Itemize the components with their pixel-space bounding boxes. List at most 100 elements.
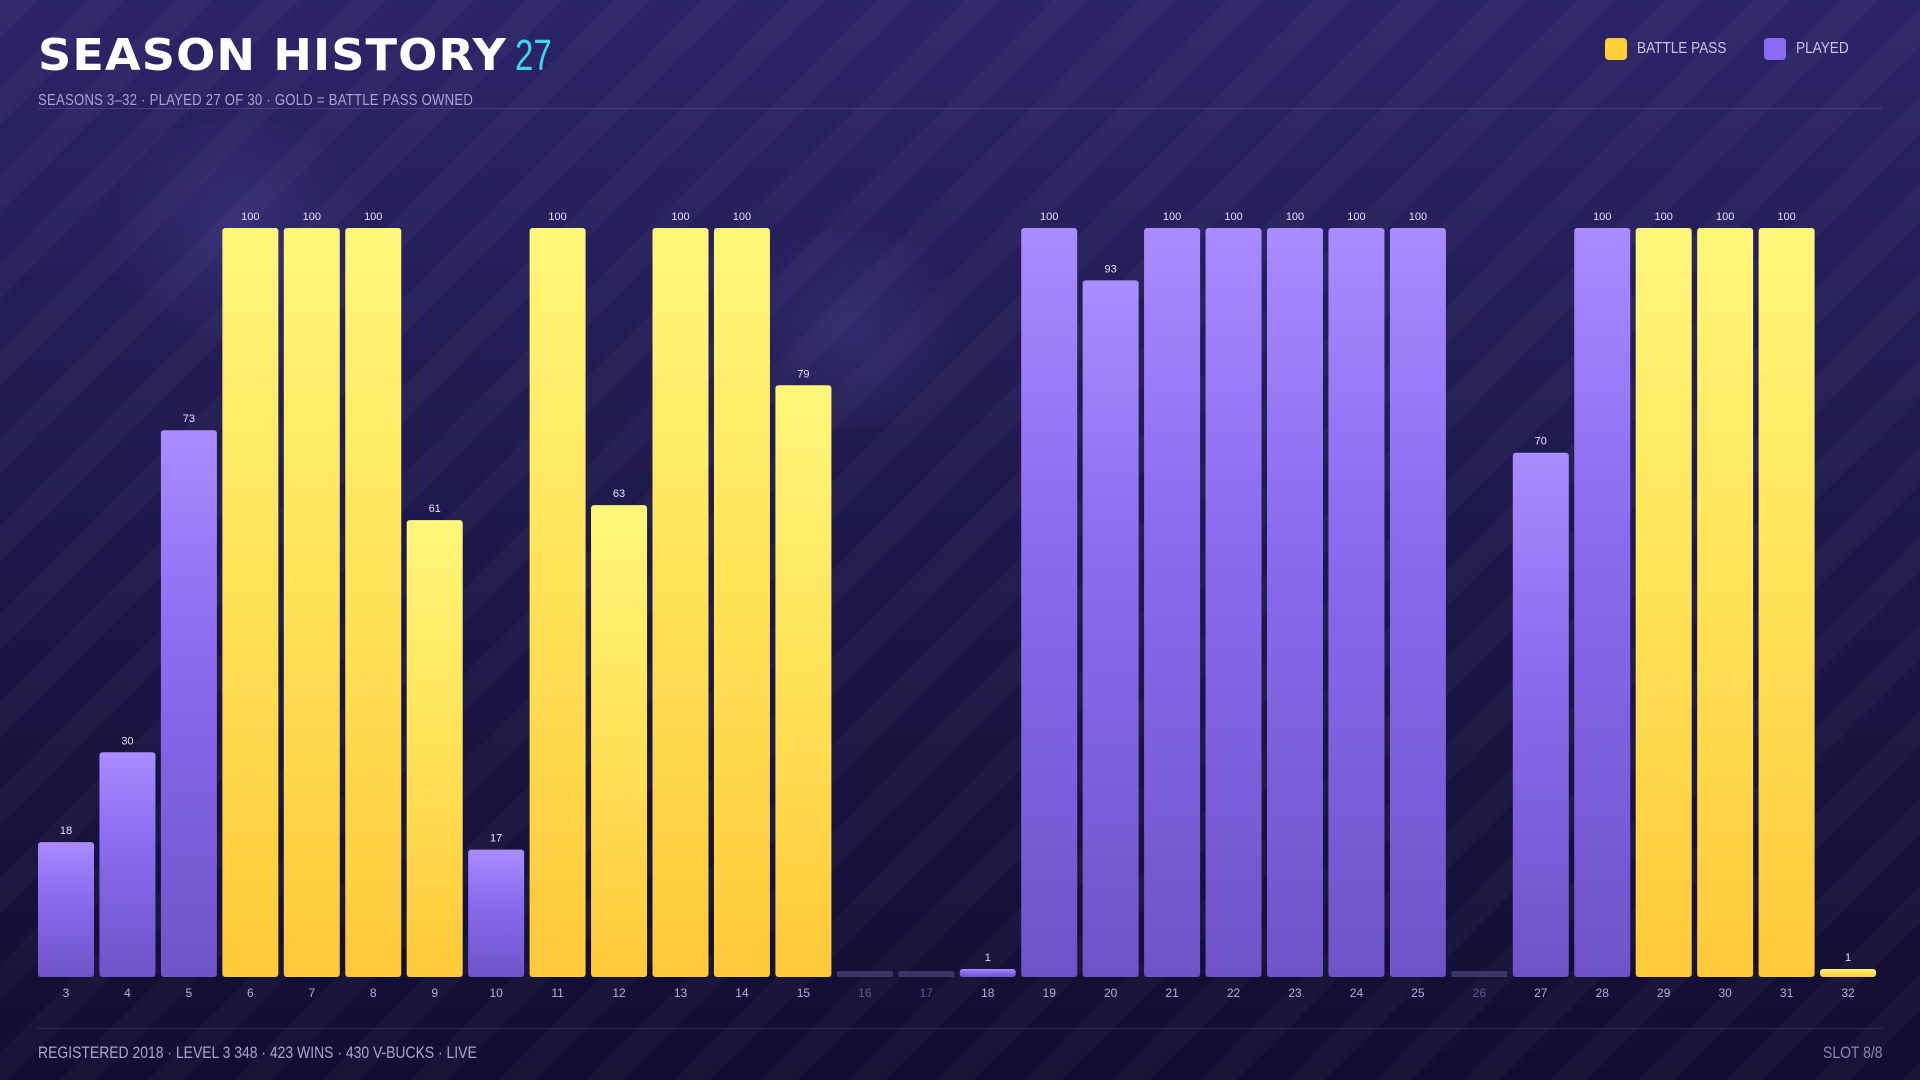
bar-value-label: 93 [1105, 263, 1117, 275]
x-tick-label: 19 [1043, 986, 1057, 1000]
bar-value-label: 100 [1409, 211, 1427, 223]
x-tick-label: 8 [370, 986, 377, 1000]
bar-value-label: 100 [1347, 211, 1365, 223]
bar-value-label: 100 [671, 211, 689, 223]
x-tick-label: 20 [1104, 986, 1118, 1000]
x-tick-label: 23 [1288, 986, 1302, 1000]
bar [1697, 228, 1754, 977]
bar [38, 842, 94, 977]
legend-item-battle-pass: BATTLE PASS [1604, 38, 1742, 60]
x-tick-label: 32 [1841, 986, 1855, 1000]
bar-value-label: 70 [1535, 436, 1547, 448]
x-tick-label: 21 [1165, 986, 1179, 1000]
legend-item-played: PLAYED [1764, 38, 1858, 60]
bar-empty [836, 971, 893, 977]
page-title: SEASON HISTORY [38, 30, 508, 81]
bar-value-label: 30 [121, 735, 133, 747]
bar-value-label: 100 [733, 211, 751, 223]
bar [1389, 228, 1446, 977]
x-tick-label: 5 [186, 986, 193, 1000]
title-row: SEASON HISTORY 27 [38, 30, 564, 81]
x-tick-label: 17 [920, 986, 934, 1000]
header-divider [38, 108, 1882, 109]
bar-value-label: 100 [303, 211, 321, 223]
bar-value-label: 100 [364, 211, 382, 223]
x-tick-label: 3 [63, 986, 70, 1000]
x-tick-label: 18 [981, 986, 995, 1000]
x-tick-label: 14 [735, 986, 749, 1000]
x-tick-label: 9 [431, 986, 438, 1000]
x-tick-label: 24 [1350, 986, 1364, 1000]
bar [1082, 280, 1139, 977]
x-tick-label: 16 [858, 986, 872, 1000]
season-bar-chart: 1833047351006100710086191710100116312100… [38, 211, 1877, 1000]
bar-value-label: 100 [1286, 211, 1304, 223]
bar [1328, 228, 1385, 977]
x-tick-label: 31 [1780, 986, 1794, 1000]
bar-value-label: 100 [1224, 211, 1242, 223]
bar [345, 228, 402, 977]
bar [1758, 228, 1815, 977]
bar-value-label: 100 [241, 211, 259, 223]
bar [1021, 228, 1078, 977]
bar-value-label: 100 [1777, 211, 1795, 223]
bar [99, 752, 156, 977]
x-tick-label: 11 [551, 986, 564, 1000]
bar [1205, 228, 1262, 977]
legend-swatch-battle-pass [1604, 38, 1627, 60]
bar-value-label: 1 [1845, 952, 1851, 964]
bar-value-label: 100 [1163, 211, 1181, 223]
page-subtitle: SEASONS 3–32 · PLAYED 27 OF 30 · GOLD = … [38, 92, 474, 109]
x-tick-label: 26 [1473, 986, 1487, 1000]
footer-summary: REGISTERED 2018 · LEVEL 3 348 · 423 WINS… [38, 1043, 477, 1062]
bar [1635, 228, 1692, 977]
bar [406, 520, 463, 977]
bar [1144, 228, 1201, 977]
bar [1267, 228, 1323, 977]
bar-empty [1451, 971, 1508, 977]
x-tick-label: 22 [1227, 986, 1241, 1000]
legend-label-played: PLAYED [1796, 40, 1849, 57]
x-tick-label: 10 [489, 986, 503, 1000]
x-tick-label: 6 [247, 986, 254, 1000]
x-tick-label: 13 [674, 986, 688, 1000]
bar-value-label: 100 [1593, 211, 1611, 223]
bar [713, 228, 770, 977]
x-tick-label: 27 [1534, 986, 1548, 1000]
x-tick-label: 15 [797, 986, 811, 1000]
bar [1512, 452, 1569, 977]
x-tick-label: 4 [124, 986, 131, 1000]
footer-divider [38, 1028, 1882, 1029]
bar-empty [898, 971, 955, 977]
legend-label-battle-pass: BATTLE PASS [1636, 40, 1727, 57]
bar-value-label: 79 [797, 368, 809, 380]
season-count: 27 [514, 31, 552, 80]
legend: BATTLE PASS PLAYED [1604, 38, 1858, 60]
bar [591, 505, 648, 977]
x-tick-label: 30 [1718, 986, 1732, 1000]
bar [160, 430, 217, 978]
bar-value-label: 1 [985, 952, 991, 964]
bar [283, 228, 340, 977]
bar [1574, 228, 1631, 977]
bar [1820, 969, 1877, 977]
bar [529, 228, 586, 977]
bar-value-label: 100 [1716, 211, 1734, 223]
bar-value-label: 100 [548, 211, 566, 223]
bar-value-label: 73 [183, 413, 195, 425]
bar-value-label: 63 [613, 488, 625, 500]
bar [775, 385, 832, 977]
bar-value-label: 17 [490, 833, 502, 845]
bar [652, 228, 709, 977]
bar [222, 228, 279, 977]
chart-bars: 1833047351006100710086191710100116312100… [38, 211, 1877, 1000]
x-tick-label: 29 [1657, 986, 1671, 1000]
bar-value-label: 100 [1655, 211, 1673, 223]
footer-slot: SLOT 8/8 [1822, 1043, 1882, 1062]
bar [959, 969, 1016, 977]
x-tick-label: 28 [1596, 986, 1610, 1000]
bar-value-label: 100 [1040, 211, 1058, 223]
legend-swatch-played [1764, 38, 1787, 60]
x-tick-label: 25 [1411, 986, 1425, 1000]
bar [468, 849, 525, 977]
